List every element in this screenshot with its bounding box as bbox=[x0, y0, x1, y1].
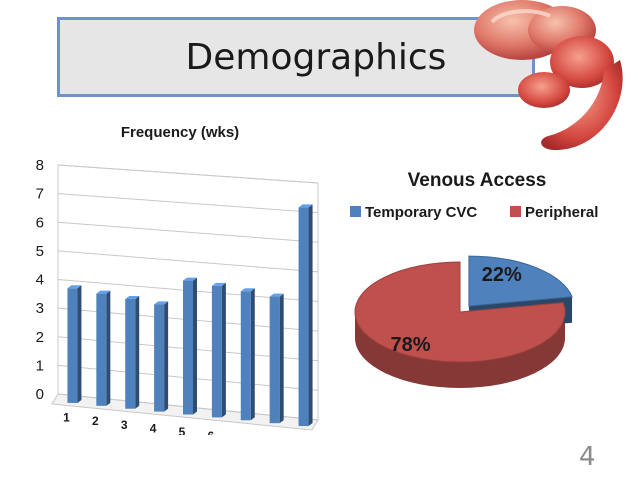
bar-top bbox=[154, 301, 169, 305]
gridline bbox=[57, 193, 319, 214]
bar-top bbox=[240, 288, 255, 292]
kidney-lobe-middle bbox=[550, 36, 614, 88]
venous-access-pie-chart: Venous Access Temporary CVC Peripheral 22… bbox=[350, 170, 598, 388]
y-tick-label: 3 bbox=[36, 300, 44, 317]
bar-side bbox=[308, 204, 313, 427]
kidney-illustration bbox=[474, 0, 623, 151]
bar-front bbox=[125, 298, 136, 409]
bar-front bbox=[183, 280, 193, 415]
bar-chart-y-axis: 0 1 2 3 4 5 6 7 8 bbox=[36, 157, 44, 403]
y-tick-label: 0 bbox=[36, 386, 44, 403]
bar bbox=[298, 204, 313, 427]
bar bbox=[67, 285, 82, 403]
bar-front bbox=[240, 291, 251, 421]
bar-side bbox=[221, 282, 226, 418]
pie-slice bbox=[468, 255, 573, 307]
bar-front bbox=[96, 293, 107, 406]
bar-chart-x-axis: 123456789 bbox=[63, 410, 243, 435]
slide-title: Demographics bbox=[185, 36, 447, 78]
bar-front bbox=[298, 207, 309, 427]
pie-slice-wall bbox=[355, 312, 565, 388]
bar bbox=[183, 277, 197, 415]
page-number: 4 bbox=[579, 442, 596, 472]
y-tick-label: 4 bbox=[36, 272, 44, 289]
bar-chart-bars bbox=[67, 204, 313, 427]
bar-front bbox=[211, 285, 222, 418]
pie-slice bbox=[354, 261, 566, 363]
bar-front bbox=[67, 288, 78, 403]
x-tick-label: 4 bbox=[150, 422, 157, 435]
bar-top bbox=[269, 293, 284, 297]
bar-side bbox=[250, 288, 255, 421]
bar bbox=[240, 288, 255, 421]
bar-side bbox=[77, 285, 82, 403]
y-tick-label: 5 bbox=[36, 243, 44, 260]
x-tick-label: 3 bbox=[121, 418, 128, 432]
x-tick-label: 5 bbox=[179, 425, 186, 435]
bar bbox=[125, 295, 140, 409]
x-tick-label: 6 bbox=[208, 429, 215, 435]
bar-side bbox=[193, 277, 197, 415]
bar-top bbox=[298, 204, 313, 208]
slide-title-box: Demographics bbox=[57, 17, 535, 97]
bar-front bbox=[154, 304, 165, 412]
bar-side bbox=[164, 301, 169, 412]
x-tick-label: 7 bbox=[236, 433, 243, 435]
bar-top bbox=[211, 282, 226, 286]
legend-label: Peripheral bbox=[525, 204, 598, 221]
y-tick-label: 8 bbox=[36, 157, 44, 174]
bar-side bbox=[106, 290, 111, 406]
bar bbox=[269, 293, 284, 424]
pie-chart-title: Venous Access bbox=[408, 170, 547, 191]
bar-top bbox=[67, 285, 82, 289]
bar bbox=[96, 290, 111, 406]
y-tick-label: 6 bbox=[36, 214, 44, 231]
pie-data-label: 22% bbox=[482, 264, 522, 286]
bar-side bbox=[135, 295, 140, 409]
bar-top bbox=[96, 290, 111, 294]
pie-data-label: 78% bbox=[390, 334, 430, 356]
y-tick-label: 1 bbox=[36, 357, 44, 374]
gridline bbox=[57, 164, 319, 184]
kidney-highlight bbox=[490, 9, 551, 24]
gridline bbox=[57, 221, 319, 243]
bar-top bbox=[183, 277, 197, 281]
legend-swatch bbox=[350, 206, 361, 217]
bar-front bbox=[269, 296, 280, 424]
y-tick-label: 7 bbox=[36, 186, 44, 203]
pie-chart-slices: 22% 78% bbox=[354, 255, 573, 388]
legend-item: Peripheral bbox=[510, 204, 598, 221]
gridline bbox=[57, 250, 319, 273]
legend-item: Temporary CVC bbox=[350, 204, 477, 221]
bar bbox=[211, 282, 226, 418]
x-tick-label: 1 bbox=[63, 410, 70, 424]
legend-swatch bbox=[510, 206, 521, 217]
pie-slice-side bbox=[355, 312, 565, 388]
kidney-lobe-lower bbox=[518, 72, 570, 108]
kidney-curve bbox=[541, 60, 623, 151]
x-tick-label: 2 bbox=[92, 414, 99, 428]
legend-label: Temporary CVC bbox=[365, 204, 477, 221]
pie-chart-legend: Temporary CVC Peripheral bbox=[350, 204, 598, 221]
bar-top bbox=[125, 295, 140, 299]
bar bbox=[154, 301, 169, 412]
bar-chart-title: Frequency (wks) bbox=[121, 124, 239, 141]
y-tick-label: 2 bbox=[36, 329, 44, 346]
bar-side bbox=[279, 293, 284, 424]
